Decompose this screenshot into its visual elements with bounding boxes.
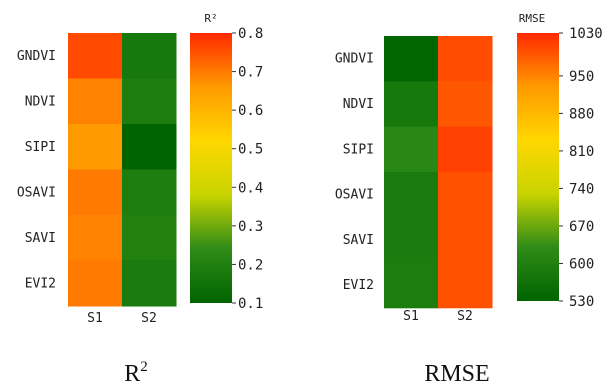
heatmap-cell <box>68 124 123 170</box>
row-label: EVI2 <box>25 276 56 291</box>
colorbar-tick-label: 740 <box>569 181 594 197</box>
row-label: GNDVI <box>335 52 374 67</box>
colorbar-tick-label: 0.4 <box>238 180 263 196</box>
column-label: S1 <box>403 309 419 324</box>
colorbar-tick-label: 0.3 <box>238 219 263 235</box>
colorbar-tick-label: 600 <box>569 256 594 272</box>
heatmap-cell <box>384 126 439 173</box>
colorbar-tick-label: 0.2 <box>238 257 263 273</box>
row-label: SIPI <box>25 140 56 155</box>
heatmap-cell <box>122 260 177 307</box>
column-label: S2 <box>457 309 473 324</box>
heatmap-cell <box>438 262 493 309</box>
colorbar <box>517 33 559 301</box>
row-label: OSAVI <box>335 188 374 203</box>
row-label: NDVI <box>25 94 56 109</box>
heatmap-cell <box>438 36 493 82</box>
row-label: EVI2 <box>343 278 374 293</box>
heatmap-cell <box>68 169 123 216</box>
chart-caption: R2 <box>124 359 148 387</box>
colorbar-tick-label: 0.6 <box>238 103 263 119</box>
colorbar <box>190 33 232 303</box>
colorbar-tick-label: 0.8 <box>238 26 263 42</box>
row-label: GNDVI <box>17 49 56 64</box>
colorbar-tick-label: 880 <box>569 106 594 122</box>
heatmap-cell <box>122 215 177 261</box>
heatmap-cell <box>68 215 123 261</box>
colorbar-tick-label: 950 <box>569 69 594 85</box>
heatmap-cell <box>438 171 493 218</box>
heatmap-rmse: GNDVI NDVI SIPI OSAVI SAVI EVI2 S1 S2 RMSE 1030 95… <box>335 12 603 387</box>
heatmap-cell <box>384 262 439 309</box>
heatmap-cell <box>384 217 439 263</box>
heatmap-cell <box>438 217 493 263</box>
heatmap-cell <box>438 81 493 128</box>
heatmap-cell <box>384 81 439 128</box>
colorbar-tick-label: 0.1 <box>238 296 263 312</box>
column-label: S1 <box>87 311 103 326</box>
heatmap-cell <box>68 33 123 79</box>
row-label: OSAVI <box>17 185 56 200</box>
colorbar-tick-label: 530 <box>569 294 594 310</box>
colorbar-tick-label: 670 <box>569 219 594 235</box>
heatmap-cell <box>122 169 177 216</box>
colorbar-tick-label: 0.7 <box>238 65 263 81</box>
heatmap-cell <box>68 78 123 125</box>
heatmap-cell <box>122 124 177 170</box>
chart-caption: RMSE <box>424 361 489 387</box>
row-label: NDVI <box>343 97 374 112</box>
heatmap-cell <box>384 171 439 218</box>
heatmap-cell <box>384 36 439 82</box>
column-label: S2 <box>141 311 157 326</box>
colorbar-tick-label: 810 <box>569 144 594 160</box>
row-label: SIPI <box>343 142 374 157</box>
row-label: SAVI <box>343 233 374 248</box>
row-label: SAVI <box>25 231 56 246</box>
colorbar-title: R² <box>204 12 217 25</box>
heatmap-cell <box>68 260 123 307</box>
colorbar-tick-label: 0.5 <box>238 142 263 158</box>
heatmap-cell <box>122 78 177 125</box>
heatmap-cell <box>122 33 177 79</box>
colorbar-title: RMSE <box>519 12 546 25</box>
colorbar-tick-label: 1030 <box>569 26 603 42</box>
heatmap-r2: GNDVI NDVI SIPI OSAVI SAVI EVI2 S1 S2 R² 0.8 0.7 0.… <box>17 12 263 387</box>
heatmap-cell <box>438 126 493 173</box>
